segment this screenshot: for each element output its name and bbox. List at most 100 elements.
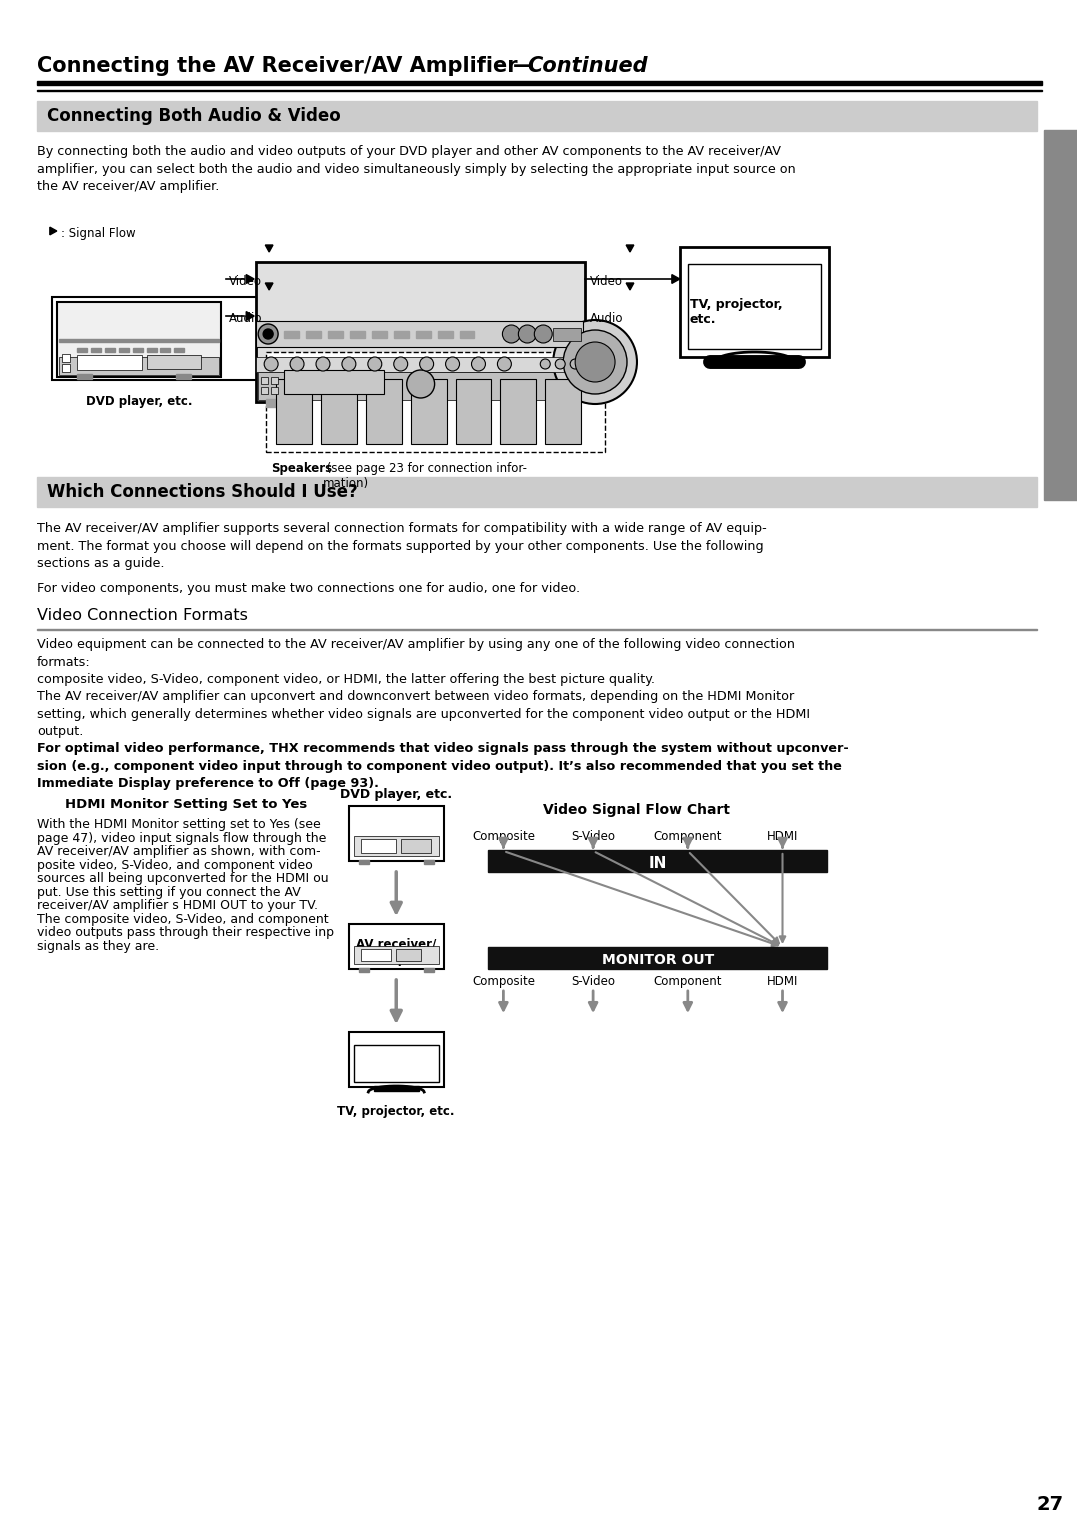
Circle shape [265, 357, 279, 371]
Bar [679, 247, 829, 357]
Text: IN: IN [649, 856, 667, 870]
Circle shape [472, 357, 485, 371]
Circle shape [446, 357, 459, 371]
Bar [261, 388, 268, 394]
Text: The composite video, S-Video, and component: The composite video, S-Video, and compon… [37, 913, 328, 925]
Circle shape [342, 357, 356, 371]
Bar [410, 378, 446, 444]
Bar [423, 861, 434, 864]
Text: AV receiver/AV amplifier as shown, with com-: AV receiver/AV amplifier as shown, with … [37, 845, 321, 858]
Polygon shape [246, 311, 254, 320]
Circle shape [407, 369, 434, 398]
Bar [688, 264, 822, 349]
Bar [321, 378, 356, 444]
Bar [37, 81, 1042, 85]
Text: Which Connections Should I Use?: Which Connections Should I Use? [46, 484, 357, 501]
Bar [147, 356, 201, 369]
Bar [354, 1045, 438, 1082]
Text: page 47), video input signals flow through the: page 47), video input signals flow throu… [37, 832, 326, 844]
Bar [37, 101, 1037, 131]
Text: sources all being upconverted for the HDMI ou: sources all being upconverted for the HD… [37, 871, 328, 885]
Bar [401, 839, 431, 853]
Circle shape [540, 359, 550, 369]
Text: The AV receiver/AV amplifier supports several connection formats for compatibili: The AV receiver/AV amplifier supports se… [37, 522, 767, 571]
Bar [62, 365, 70, 372]
Text: S-Video: S-Video [571, 975, 616, 987]
Bar [91, 348, 100, 351]
Circle shape [264, 330, 273, 339]
Circle shape [563, 330, 627, 394]
Circle shape [502, 325, 521, 343]
Bar [359, 967, 369, 972]
Text: put. Use this setting if you connect the AV: put. Use this setting if you connect the… [37, 885, 300, 899]
Bar [349, 1032, 444, 1087]
Text: video outputs pass through their respective inp: video outputs pass through their respect… [37, 926, 334, 938]
Text: By connecting both the audio and video outputs of your DVD player and other AV c: By connecting both the audio and video o… [37, 145, 796, 192]
Circle shape [535, 325, 552, 343]
Circle shape [553, 320, 637, 404]
Bar [374, 1087, 419, 1091]
Bar [328, 331, 343, 337]
Bar [276, 378, 312, 444]
Bar [37, 478, 1037, 507]
Bar [545, 378, 581, 444]
Circle shape [394, 357, 408, 371]
Polygon shape [626, 282, 634, 290]
Text: posite video, S-Video, and component video: posite video, S-Video, and component vid… [37, 859, 312, 871]
Text: MONITOR OUT: MONITOR OUT [602, 954, 714, 967]
Circle shape [420, 357, 434, 371]
Bar [258, 372, 583, 400]
Text: Video equipment can be connected to the AV receiver/AV amplifier by using any on: Video equipment can be connected to the … [37, 638, 795, 668]
Text: The AV receiver/AV amplifier can upconvert and downconvert between video formats: The AV receiver/AV amplifier can upconve… [37, 690, 810, 739]
Circle shape [291, 357, 305, 371]
Text: Audio: Audio [590, 311, 623, 325]
Circle shape [518, 325, 537, 343]
Bar [372, 331, 387, 337]
Text: signals as they are.: signals as they are. [37, 940, 159, 952]
Text: Component: Component [653, 830, 723, 842]
Text: Video Signal Flow Chart: Video Signal Flow Chart [543, 803, 730, 816]
Bar [488, 850, 827, 871]
Circle shape [570, 359, 580, 369]
Bar [488, 948, 827, 969]
Bar [261, 377, 268, 385]
Bar [119, 348, 129, 351]
Bar [306, 331, 321, 337]
Bar [350, 331, 365, 337]
Circle shape [368, 357, 382, 371]
Text: Speakers: Speakers [271, 462, 333, 475]
Bar [57, 302, 221, 377]
Bar [256, 357, 583, 372]
Bar [361, 949, 391, 961]
Bar [423, 967, 434, 972]
Bar [62, 354, 70, 362]
Bar [550, 398, 570, 407]
Text: Component: Component [653, 975, 723, 987]
Polygon shape [50, 227, 57, 235]
Text: TV, projector,
etc.: TV, projector, etc. [690, 298, 782, 327]
Bar [271, 388, 279, 394]
Text: Connecting the AV Receiver/AV Amplifier: Connecting the AV Receiver/AV Amplifier [37, 56, 517, 76]
Bar [176, 374, 191, 378]
Bar [161, 348, 171, 351]
Text: DVD player, etc.: DVD player, etc. [85, 395, 192, 407]
Bar [459, 331, 474, 337]
Text: With the HDMI Monitor setting set to Yes (see: With the HDMI Monitor setting set to Yes… [37, 818, 321, 832]
Bar [147, 348, 157, 351]
Bar [256, 262, 585, 401]
Bar [77, 374, 92, 378]
Bar [366, 378, 402, 444]
Text: Connecting Both Audio & Video: Connecting Both Audio & Video [46, 107, 340, 125]
Polygon shape [626, 246, 634, 252]
Text: S-Video: S-Video [571, 830, 616, 842]
Bar [266, 398, 286, 407]
Circle shape [258, 324, 279, 343]
Text: composite video, S-Video, component video, or HDMI, the latter offering the best: composite video, S-Video, component vide… [37, 673, 654, 687]
Bar [284, 369, 383, 394]
Text: : Signal Flow: : Signal Flow [60, 227, 135, 240]
Polygon shape [266, 246, 273, 252]
Circle shape [555, 359, 565, 369]
Bar [359, 861, 369, 864]
Text: HDMI: HDMI [767, 975, 798, 987]
Text: Video Connection Formats: Video Connection Formats [37, 607, 247, 623]
